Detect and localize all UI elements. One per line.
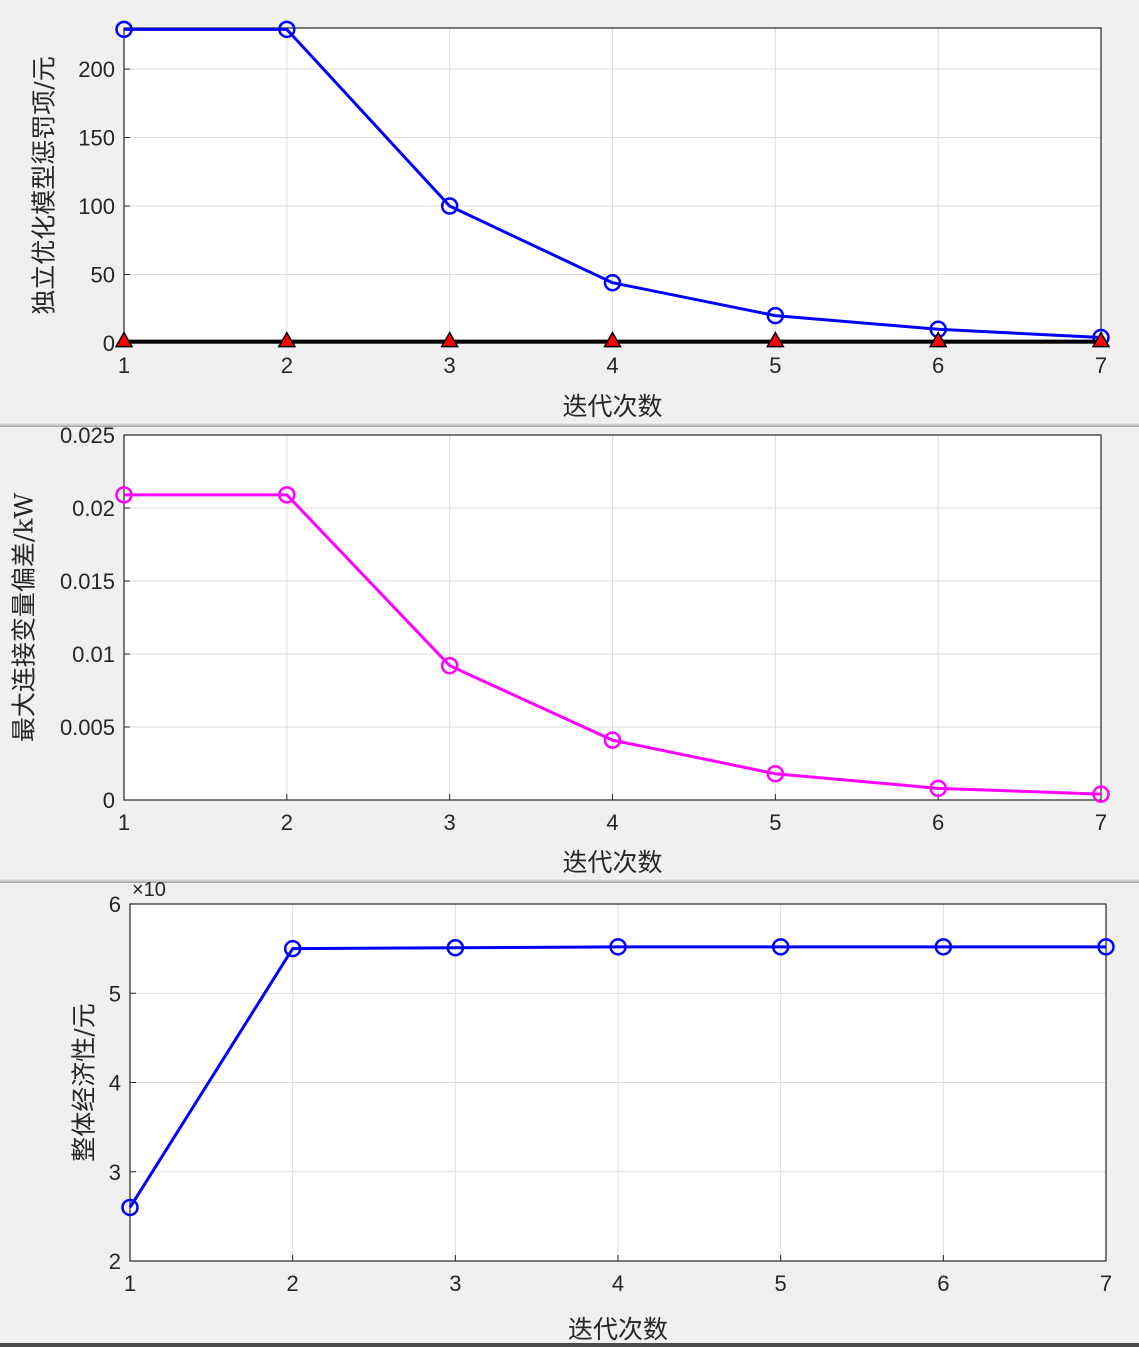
data-point xyxy=(928,331,948,348)
data-point xyxy=(603,273,622,292)
x-tick-label: 5 xyxy=(769,810,781,835)
data-point xyxy=(766,764,785,783)
y-axis-label: 整体经济性/元 xyxy=(70,1003,99,1161)
y-tick-label: 0.02 xyxy=(72,496,115,521)
data-point xyxy=(766,331,785,348)
data-point xyxy=(771,938,790,956)
x-tick-label: 3 xyxy=(449,1271,461,1296)
chart-panel-3: 1 2 3 4 5 6 7 2 3 4 5 6 迭代次数 整体经济性/元 ×10 xyxy=(0,879,1139,1347)
x-tick-label: 4 xyxy=(612,1271,624,1296)
window-bottom-edge xyxy=(0,1343,1139,1347)
x-axis-label: 迭代次数 xyxy=(562,392,662,421)
x-tick-label: 7 xyxy=(1095,353,1107,378)
y-tick-label: 50 xyxy=(91,263,115,288)
series-line xyxy=(124,27,1102,340)
x-axis-label: 迭代次数 xyxy=(562,848,662,877)
deviation-chart: 1 2 3 4 5 6 7 0 0.005 0.01 0.015 0.02 0.025 迭代次数 最大连接变… xyxy=(10,423,1110,877)
data-point xyxy=(609,938,627,956)
y-tick-label: 0.015 xyxy=(60,569,115,594)
chart-panel-1: 1 2 3 4 5 6 7 0 50 100 150 200 迭代次数 独立优化模型惩罚项/元 xyxy=(0,0,1139,422)
x-tick-label: 3 xyxy=(444,810,456,835)
panel-divider[interactable] xyxy=(0,878,1139,883)
data-point xyxy=(440,331,459,348)
y-tick-label: 0.025 xyxy=(60,423,115,448)
data-point xyxy=(1097,938,1115,956)
x-tick-label: 3 xyxy=(444,353,456,378)
y-tick-label: 3 xyxy=(109,1160,121,1185)
y-axis-label: 最大连接变量偏差/kW xyxy=(10,493,39,743)
y-tick-label: 0 xyxy=(103,788,115,813)
data-point xyxy=(446,938,465,957)
x-tick-label: 4 xyxy=(606,810,618,835)
x-tick-label: 6 xyxy=(932,810,944,835)
data-point xyxy=(1092,785,1110,803)
x-tick-label: 6 xyxy=(932,353,944,378)
axis-multiplier: ×10 xyxy=(132,879,166,901)
x-tick-label: 7 xyxy=(1095,810,1107,835)
data-point xyxy=(121,1198,139,1217)
x-tick-label: 7 xyxy=(1100,1271,1112,1296)
y-axis-label: 独立优化模型惩罚项/元 xyxy=(30,56,59,314)
y-tick-label: 100 xyxy=(78,194,115,219)
y-tick-label: 0.005 xyxy=(60,715,115,740)
chart-panel-2: 1 2 3 4 5 6 7 0 0.005 0.01 0.015 0.02 0.025 迭代次数 最大连接变… xyxy=(0,423,1139,878)
data-point xyxy=(115,486,133,504)
x-tick-label: 4 xyxy=(606,353,618,378)
x-tick-label: 5 xyxy=(775,1271,787,1296)
y-tick-label: 4 xyxy=(109,1071,121,1096)
data-point xyxy=(1091,331,1111,348)
y-tick-label: 6 xyxy=(109,892,121,917)
x-tick-label: 2 xyxy=(281,810,293,835)
data-point xyxy=(277,331,297,348)
y-tick-label: 0.01 xyxy=(72,642,115,667)
penalty-chart: 1 2 3 4 5 6 7 0 50 100 150 200 迭代次数 独立优化模型惩罚项/元 xyxy=(30,20,1111,421)
series-line xyxy=(124,493,1102,796)
x-tick-label: 1 xyxy=(124,1271,136,1296)
x-axis-label: 迭代次数 xyxy=(568,1315,668,1344)
y-tick-label: 200 xyxy=(78,57,115,82)
data-point xyxy=(603,731,622,749)
x-tick-label: 1 xyxy=(118,353,130,378)
panel-divider[interactable] xyxy=(0,422,1139,427)
data-point xyxy=(278,20,296,39)
y-tick-label: 0 xyxy=(103,331,115,356)
axes-box xyxy=(129,903,1107,1262)
y-tick-label: 2 xyxy=(109,1249,121,1274)
data-point xyxy=(929,779,947,798)
y-tick-label: 150 xyxy=(78,126,115,151)
data-point xyxy=(115,20,133,39)
data-point xyxy=(283,939,302,958)
y-tick-label: 5 xyxy=(109,981,121,1006)
x-tick-label: 5 xyxy=(769,353,781,378)
x-tick-label: 6 xyxy=(937,1271,949,1296)
data-point xyxy=(278,486,296,504)
data-point xyxy=(440,197,459,215)
x-tick-label: 1 xyxy=(118,810,130,835)
data-point xyxy=(934,938,953,956)
series-line xyxy=(128,945,1106,1209)
data-point xyxy=(440,656,459,675)
data-point xyxy=(766,306,785,325)
axes-box xyxy=(123,434,1102,801)
x-tick-label: 2 xyxy=(287,1271,299,1296)
data-point xyxy=(603,331,622,348)
x-tick-label: 2 xyxy=(281,353,293,378)
data-point xyxy=(114,331,134,348)
